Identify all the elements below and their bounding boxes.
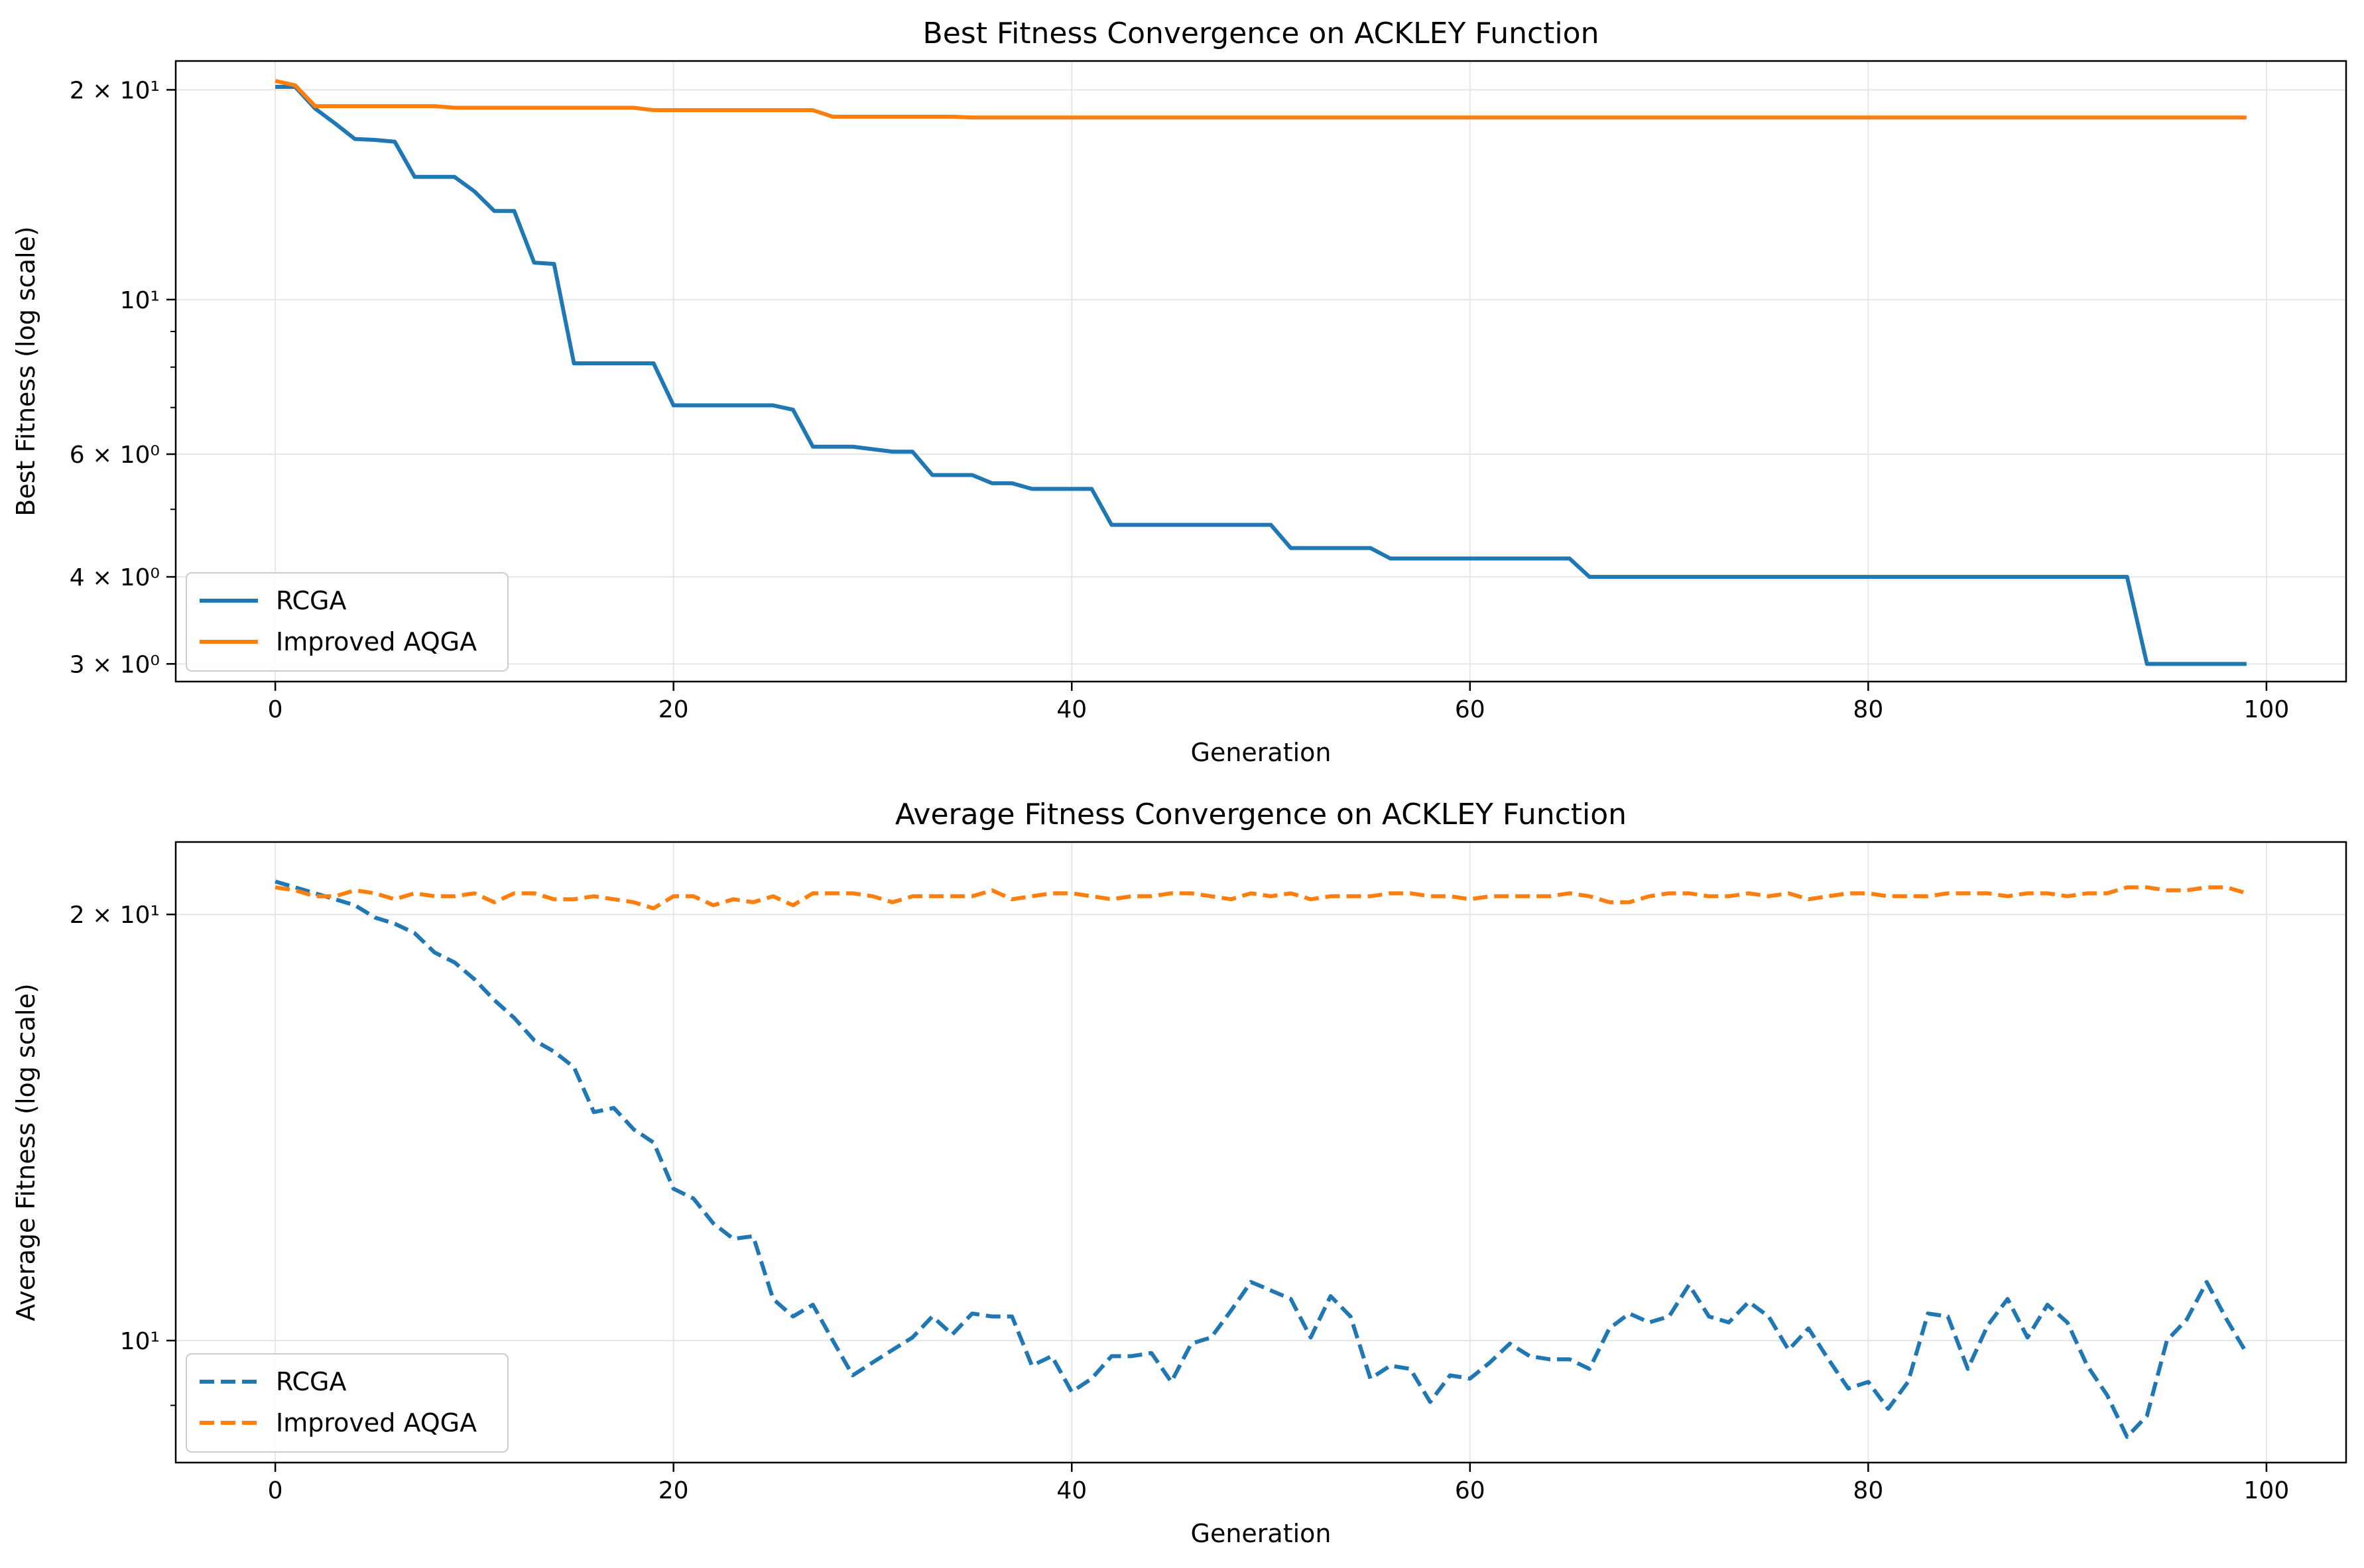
chart-title: Best Fitness Convergence on ACKLEY Funct… (923, 17, 1599, 50)
y-tick-label: 3 × 10⁰ (70, 651, 160, 678)
y-tick-label: 2 × 10¹ (70, 902, 160, 929)
y-tick-label: 6 × 10⁰ (70, 442, 160, 469)
axes-frame (174, 60, 2347, 683)
x-tick-label: 80 (1853, 1477, 1883, 1504)
x-tick-label: 80 (1853, 696, 1883, 723)
x-axis-label: Generation (1191, 1519, 1332, 1548)
legend-box (186, 1353, 509, 1453)
x-tick-label: 100 (2244, 1477, 2290, 1504)
x-tick-label: 0 (268, 696, 283, 723)
x-tick-label: 20 (658, 1477, 689, 1504)
series-line-rcga (275, 84, 2247, 666)
legend: RCGA Improved AQGA (186, 1353, 509, 1453)
x-tick-label: 60 (1455, 1477, 1485, 1504)
y-tick-label: 2 × 10¹ (70, 78, 160, 105)
series-line-rcga (275, 879, 2249, 1439)
x-tick-label: 0 (268, 1477, 283, 1504)
y-axis-label: Best Fitness (log scale) (11, 226, 40, 516)
legend-label: RCGA (276, 586, 347, 615)
legend-label: Improved AQGA (276, 627, 477, 656)
x-axis-label: Generation (1191, 738, 1332, 767)
series-line-improved-aqga (275, 885, 2247, 910)
y-tick-label: 4 × 10⁰ (70, 564, 160, 591)
series-line-improved-aqga (275, 79, 2247, 120)
y-tick-label: 10¹ (120, 287, 160, 314)
x-tick-label: 100 (2244, 696, 2290, 723)
x-tick-label: 40 (1056, 1477, 1087, 1504)
average-fitness-chart: 0 20 40 60 80 100 10¹ 2 × 10¹ Average Fitness Co… (11, 798, 2347, 1548)
legend-box (186, 572, 509, 672)
chart-title: Average Fitness Convergence on ACKLEY Fu… (895, 798, 1627, 831)
legend-label: Improved AQGA (276, 1408, 477, 1437)
best-fitness-chart: 0 20 40 60 80 100 3 × 10⁰ 4 × 10⁰ 6 × 10⁰ 10¹ 2 × … (11, 17, 2347, 767)
x-tick-label: 20 (658, 696, 689, 723)
x-tick-label: 40 (1056, 696, 1087, 723)
x-tick-label: 60 (1455, 696, 1485, 723)
legend-label: RCGA (276, 1367, 347, 1396)
y-tick-label: 10¹ (120, 1328, 160, 1355)
legend: RCGA Improved AQGA (186, 572, 509, 672)
axes-frame (174, 841, 2347, 1464)
y-axis-label: Average Fitness (log scale) (11, 983, 40, 1321)
